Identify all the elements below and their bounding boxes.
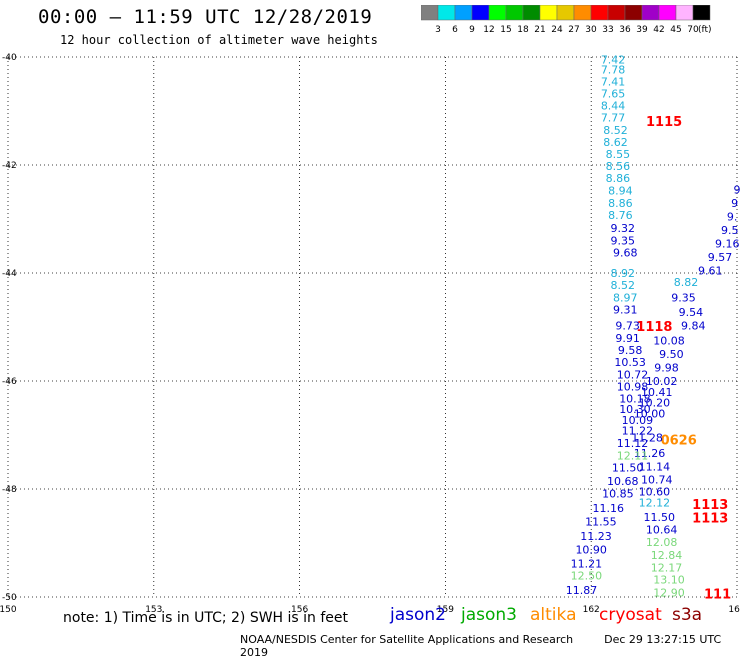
y-tick-label: -46 xyxy=(2,377,17,387)
wave-height-label: 12.84 xyxy=(651,549,683,562)
wave-height-label: 9.50 xyxy=(659,348,684,361)
wave-height-label: 8.86 xyxy=(608,197,633,210)
wave-height-label: 7.41 xyxy=(601,75,626,88)
wave-height-label: 10.53 xyxy=(614,356,646,369)
wave-height-label: 8.62 xyxy=(603,136,628,149)
wave-height-label: 11.28 xyxy=(631,432,663,445)
footer: NOAA/NESDIS Center for Satellite Applica… xyxy=(240,633,740,659)
wave-height-label: 12.11 xyxy=(617,450,649,463)
wave-height-label: 8.86 xyxy=(606,172,631,185)
wave-height-label: 9 xyxy=(734,183,740,196)
wave-height-label: 8.82 xyxy=(674,276,699,289)
wave-height-label: 11.16 xyxy=(592,502,624,515)
legend-jason2: jason2 xyxy=(390,605,446,625)
wave-height-label: 9. xyxy=(727,210,738,223)
wave-height-label: 9.73 xyxy=(615,319,640,332)
wave-height-label: 8.76 xyxy=(608,209,633,222)
wave-height-label: 9.31 xyxy=(613,304,638,317)
wave-height-label: 12.50 xyxy=(571,569,603,582)
pass-time-label: 1113 xyxy=(692,512,728,527)
wave-height-label: 9.61 xyxy=(698,264,723,277)
wave-height-label: 9.16 xyxy=(715,237,740,250)
wave-height-label: 9.91 xyxy=(615,332,640,345)
legend-jason3: jason3 xyxy=(461,605,517,625)
y-tick-label: -42 xyxy=(2,161,17,171)
wave-height-label: 10.00 xyxy=(634,407,666,420)
pass-time-label: 111 xyxy=(704,587,731,602)
wave-height-label: 11.87 xyxy=(566,584,598,597)
pass-time-label: 0626 xyxy=(661,433,697,448)
wave-height-label: 9 xyxy=(731,197,738,210)
legend-cryosat: cryosat xyxy=(599,605,662,625)
y-tick-label: -40 xyxy=(2,53,17,63)
wave-height-label: 9.68 xyxy=(613,246,638,259)
wave-height-label: 11.23 xyxy=(580,530,612,543)
wave-height-label: 8.94 xyxy=(608,184,633,197)
wave-height-label: 10.64 xyxy=(646,524,678,537)
wave-height-label: 10.85 xyxy=(602,487,634,500)
x-tick-label: 162 xyxy=(583,605,600,615)
wave-height-label: 9.35 xyxy=(671,291,696,304)
wave-height-label: 9.84 xyxy=(681,319,706,332)
wave-height-label: 11.55 xyxy=(585,515,617,528)
legend-altika: altika xyxy=(530,605,577,625)
x-tick-label: 150 xyxy=(0,605,17,615)
wave-height-label: 10.60 xyxy=(639,486,671,499)
wave-height-label: 9.57 xyxy=(708,251,733,264)
wave-height-label: 8.97 xyxy=(613,291,638,304)
wave-height-label: 9.5 xyxy=(721,224,739,237)
wave-height-label: 8.52 xyxy=(611,279,636,292)
wave-height-label: 13.10 xyxy=(653,574,685,587)
pass-time-label: 1118 xyxy=(636,320,672,335)
wave-height-label: 10.68 xyxy=(607,475,639,488)
wave-height-label: 11.50 xyxy=(643,511,675,524)
y-tick-label: -48 xyxy=(2,485,17,495)
footnote: note: 1) Time is in UTC; 2) SWH is in fe… xyxy=(63,610,348,626)
wave-height-label: 10.90 xyxy=(575,543,607,556)
wave-height-label: 10.74 xyxy=(641,473,673,486)
wave-height-label: 12.90 xyxy=(653,587,685,600)
y-tick-label: -44 xyxy=(2,269,17,279)
wave-height-label: 9.32 xyxy=(611,222,636,235)
wave-height-label: 7.77 xyxy=(601,111,626,124)
legend-s3a: s3a xyxy=(672,605,702,625)
wave-height-label: 9.54 xyxy=(679,306,704,319)
wave-height-label: 9.98 xyxy=(654,362,679,375)
footer-credit: NOAA/NESDIS Center for Satellite Applica… xyxy=(240,633,573,646)
pass-time-label: 1115 xyxy=(646,115,682,130)
wave-height-label: 12.17 xyxy=(651,561,683,574)
x-tick-label: 165 xyxy=(728,605,740,615)
wave-height-label: 10.08 xyxy=(653,335,685,348)
wave-height-label: 12.08 xyxy=(646,536,678,549)
y-tick-label: -50 xyxy=(2,593,17,603)
